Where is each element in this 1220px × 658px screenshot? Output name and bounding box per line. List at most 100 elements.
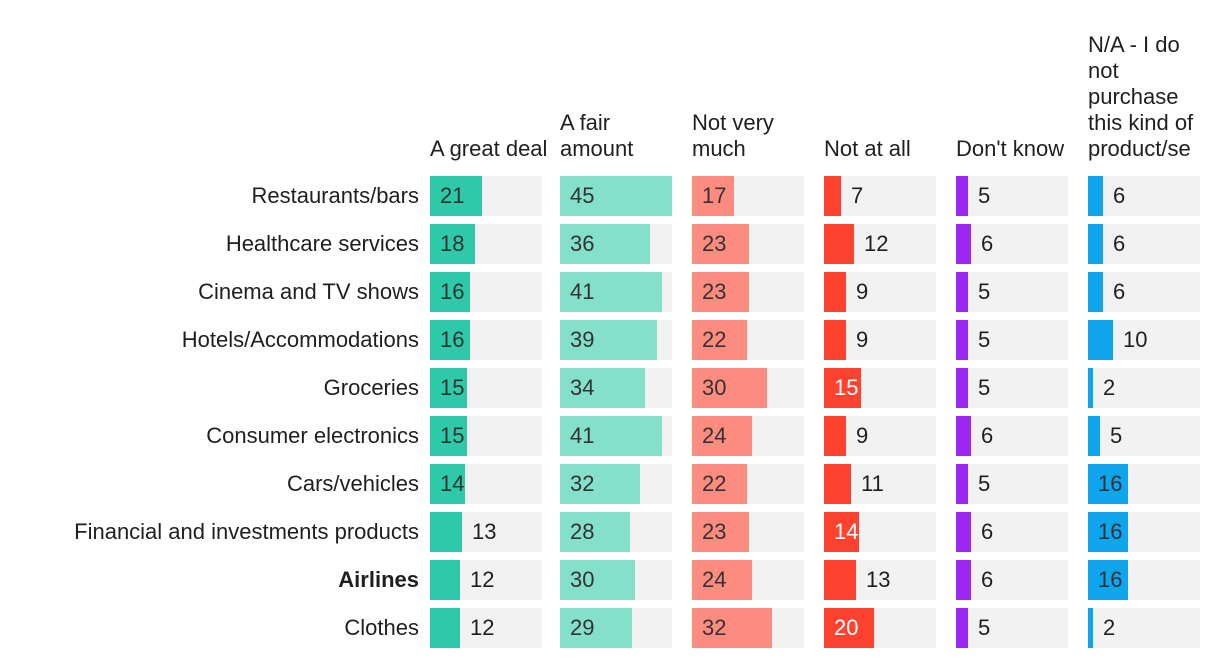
bar bbox=[560, 560, 635, 600]
value-label: 12 bbox=[470, 567, 495, 592]
value-label: 32 bbox=[702, 615, 727, 640]
bar-cell: 15 bbox=[430, 368, 542, 408]
column-header: N/A - I do not purchase this kind of pro… bbox=[1088, 32, 1194, 161]
bar bbox=[824, 416, 846, 456]
bar-cell: 9 bbox=[824, 416, 936, 456]
bar-cell: 34 bbox=[560, 368, 672, 408]
row-label: Hotels/Accommodations bbox=[181, 327, 419, 352]
bar bbox=[560, 464, 640, 504]
value-label: 30 bbox=[702, 375, 727, 400]
value-label: 10 bbox=[1123, 327, 1148, 352]
value-label: 5 bbox=[978, 327, 991, 352]
bar bbox=[692, 512, 749, 552]
bar bbox=[560, 272, 662, 312]
value-label: 41 bbox=[570, 279, 595, 304]
bar bbox=[430, 464, 465, 504]
value-label: 5 bbox=[1110, 423, 1123, 448]
bar bbox=[560, 608, 632, 648]
bar-cell: 12 bbox=[430, 608, 542, 648]
bar-cell: 12 bbox=[824, 224, 936, 264]
bar-cell: 41 bbox=[560, 272, 672, 312]
bar-cell: 9 bbox=[824, 320, 936, 360]
bar bbox=[956, 224, 971, 264]
bar bbox=[560, 512, 630, 552]
bar bbox=[824, 464, 851, 504]
bar bbox=[956, 272, 968, 312]
bar-cell: 13 bbox=[824, 560, 936, 600]
bar-cell: 16 bbox=[1088, 512, 1200, 552]
bar-cell: 17 bbox=[692, 176, 804, 216]
value-label: 21 bbox=[440, 183, 465, 208]
bar-cell: 22 bbox=[692, 464, 804, 504]
value-label: 24 bbox=[702, 423, 727, 448]
bar bbox=[1088, 320, 1113, 360]
bar bbox=[956, 560, 971, 600]
bar-cell: 12 bbox=[430, 560, 542, 600]
value-label: 5 bbox=[978, 471, 991, 496]
bar bbox=[560, 176, 672, 216]
value-label: 23 bbox=[702, 279, 727, 304]
bar-cell: 6 bbox=[956, 560, 1068, 600]
bar bbox=[824, 320, 846, 360]
bar-cell: 21 bbox=[430, 176, 542, 216]
bar bbox=[824, 608, 874, 648]
bar-cell: 5 bbox=[956, 320, 1068, 360]
bar bbox=[956, 368, 968, 408]
bar-cell: 24 bbox=[692, 560, 804, 600]
bar bbox=[1088, 560, 1128, 600]
row-label: Cars/vehicles bbox=[286, 471, 419, 496]
column-header: Not at all bbox=[824, 136, 911, 161]
bar bbox=[430, 416, 467, 456]
value-label: 20 bbox=[834, 615, 859, 640]
bar bbox=[956, 416, 971, 456]
bar bbox=[692, 176, 734, 216]
value-label: 16 bbox=[1098, 471, 1123, 496]
row-label: Groceries bbox=[323, 375, 419, 400]
bar-cell: 5 bbox=[956, 176, 1068, 216]
value-label: 16 bbox=[1098, 519, 1123, 544]
bar bbox=[430, 224, 475, 264]
bar bbox=[824, 224, 854, 264]
value-label: 41 bbox=[570, 423, 595, 448]
bar bbox=[692, 560, 752, 600]
value-label: 32 bbox=[570, 471, 595, 496]
bar bbox=[692, 320, 747, 360]
value-label: 5 bbox=[978, 183, 991, 208]
bar-cell: 39 bbox=[560, 320, 672, 360]
bar-cell: 6 bbox=[1088, 224, 1200, 264]
bar-cell: 6 bbox=[956, 512, 1068, 552]
value-label: 17 bbox=[702, 183, 727, 208]
bar bbox=[1088, 464, 1128, 504]
bar-cell: 5 bbox=[956, 272, 1068, 312]
bar-cell: 22 bbox=[692, 320, 804, 360]
bar-cell: 5 bbox=[956, 368, 1068, 408]
bar bbox=[1088, 272, 1103, 312]
value-label: 29 bbox=[570, 615, 595, 640]
value-label: 9 bbox=[856, 423, 869, 448]
value-label: 18 bbox=[440, 231, 465, 256]
bar-cell: 45 bbox=[560, 176, 672, 216]
bar-cell: 30 bbox=[560, 560, 672, 600]
bar-cell: 9 bbox=[824, 272, 936, 312]
bar bbox=[1088, 512, 1128, 552]
value-label: 16 bbox=[440, 327, 465, 352]
bar bbox=[430, 272, 470, 312]
value-label: 2 bbox=[1103, 615, 1116, 640]
value-label: 30 bbox=[570, 567, 595, 592]
value-label: 13 bbox=[472, 519, 497, 544]
value-label: 13 bbox=[866, 567, 891, 592]
row-label: Healthcare services bbox=[225, 231, 419, 256]
value-label: 14 bbox=[440, 471, 465, 496]
bar bbox=[1088, 224, 1103, 264]
value-label: 6 bbox=[1113, 231, 1126, 256]
bar bbox=[956, 464, 968, 504]
bar-cell: 6 bbox=[956, 224, 1068, 264]
value-label: 2 bbox=[1103, 375, 1116, 400]
row-label: Restaurants/bars bbox=[251, 183, 419, 208]
value-label: 11 bbox=[861, 471, 884, 496]
bar-cell: 2 bbox=[1088, 608, 1200, 648]
bar-cell: 11 bbox=[824, 464, 936, 504]
bar bbox=[1088, 176, 1103, 216]
bar-cell: 5 bbox=[956, 608, 1068, 648]
value-label: 24 bbox=[702, 567, 727, 592]
